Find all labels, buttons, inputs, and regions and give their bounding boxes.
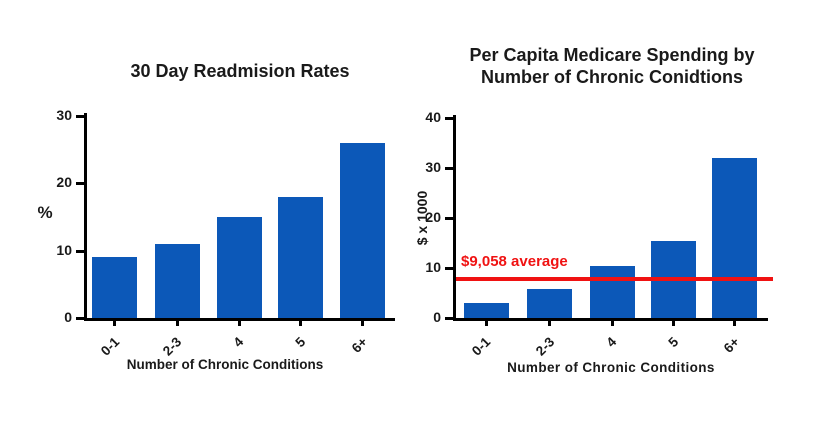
- y-tick-label: 20: [56, 174, 72, 191]
- y-tick-mark: [76, 317, 84, 320]
- y-tick-label: 30: [56, 107, 72, 123]
- x-tick-mark: [548, 321, 551, 326]
- y-axis-line: [84, 113, 87, 321]
- x-axis-line: [84, 318, 395, 321]
- x-tick-mark: [610, 321, 614, 326]
- x-tick-mark: [299, 321, 302, 326]
- x-axis-line: [453, 318, 768, 321]
- y-tick-label: 40: [425, 109, 441, 125]
- y-axis-line: [453, 115, 456, 321]
- y-tick-mark: [445, 167, 453, 170]
- chart-title-line-2: Number of Chronic Conidtions: [481, 67, 743, 87]
- y-tick-mark: [445, 317, 453, 320]
- x-tick-mark: [361, 321, 364, 326]
- x-tick-mark: [237, 321, 241, 326]
- y-tick-mark: [445, 267, 453, 270]
- x-tick-mark: [113, 321, 116, 326]
- average-line: [456, 277, 773, 281]
- y-tick-mark: [445, 117, 453, 120]
- chart-title: 30 Day Readmision Rates: [130, 61, 350, 81]
- y-tick-label: 0: [433, 309, 441, 325]
- x-tick-mark: [672, 321, 675, 326]
- x-axis-label: Number of Chronic Conditions: [507, 360, 715, 375]
- bar-2-3: [527, 289, 572, 318]
- chart-title: Per Capita Medicare Spending by Number o…: [438, 44, 786, 88]
- bar-6+: [340, 142, 385, 318]
- bar-4: [589, 266, 635, 318]
- bar-4: [216, 217, 262, 318]
- x-tick-mark: [175, 321, 179, 326]
- x-tick-mark: [733, 321, 736, 326]
- bar-0-1: [463, 303, 509, 318]
- y-tick-mark: [445, 217, 453, 220]
- y-tick-label: 10: [425, 259, 441, 275]
- y-tick-label: 30: [425, 159, 441, 175]
- y-tick-label: 10: [56, 241, 72, 258]
- x-tick-mark: [484, 321, 488, 326]
- y-tick-label: 0: [64, 309, 72, 325]
- bar-5: [278, 196, 323, 318]
- bar-2-3: [154, 243, 200, 318]
- y-tick-mark: [76, 115, 84, 118]
- chart-title-line-1: Per Capita Medicare Spending by: [469, 45, 755, 65]
- y-tick-label: 20: [425, 209, 441, 225]
- y-axis-label: %: [37, 203, 53, 222]
- y-tick-mark: [76, 182, 84, 186]
- bar-0-1: [92, 257, 137, 318]
- x-axis-label: Number of Chronic Conditions: [126, 357, 324, 372]
- y-tick-mark: [76, 249, 84, 253]
- average-line-label: $9,058 average: [461, 253, 568, 270]
- bar-6+: [712, 158, 757, 318]
